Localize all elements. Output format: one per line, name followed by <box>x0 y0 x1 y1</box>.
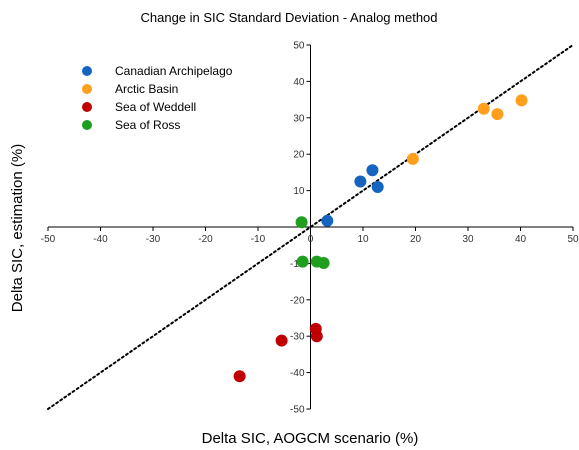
y-axis-label: Delta SIC, estimation (%) <box>9 144 26 312</box>
x-tick-label: 20 <box>410 234 422 245</box>
legend-label: Canadian Archipelago <box>115 64 233 78</box>
legend: Canadian Archipelago Arctic Basin Sea of W… <box>82 64 233 132</box>
legend-marker <box>82 66 92 76</box>
series-arctic-basin <box>406 94 528 165</box>
data-point <box>406 152 419 165</box>
y-tick-label: -30 <box>290 332 305 343</box>
legend-label: Sea of Weddell <box>115 100 196 114</box>
data-point <box>296 255 309 268</box>
data-point <box>233 370 246 383</box>
y-tick-label: 30 <box>293 113 305 124</box>
x-tick-label: -50 <box>41 234 56 245</box>
data-point <box>310 330 323 343</box>
marks-layer <box>47 44 574 410</box>
series-sea-of-weddell <box>233 322 323 383</box>
y-tick-label: 40 <box>293 77 305 88</box>
x-tick-label: 10 <box>357 234 369 245</box>
x-axis-label: Delta SIC, AOGCM scenario (%) <box>202 430 419 447</box>
y-tick-label: 50 <box>293 41 305 52</box>
y-tick-label: 20 <box>293 150 305 161</box>
x-tick-label: -40 <box>93 234 108 245</box>
data-point <box>295 216 308 229</box>
series-canadian-archipelago <box>321 164 384 227</box>
x-tick-label: -30 <box>146 234 161 245</box>
data-point <box>515 94 528 107</box>
data-point <box>477 102 490 115</box>
legend-marker <box>82 102 92 112</box>
legend-marker <box>82 84 92 94</box>
data-point <box>321 214 334 227</box>
data-point <box>354 175 367 188</box>
chart-title: Change in SIC Standard Deviation - Analo… <box>140 10 437 25</box>
y-tick-label: -50 <box>290 405 305 416</box>
x-tick-label: 40 <box>515 234 527 245</box>
x-tick-label: -20 <box>198 234 213 245</box>
data-point <box>491 108 504 121</box>
series-sea-of-ross <box>295 216 330 270</box>
y-tick-label: -20 <box>290 295 305 306</box>
y-tick-label: -40 <box>290 368 305 379</box>
x-tick-label: 0 <box>308 234 314 245</box>
legend-marker <box>82 120 92 130</box>
x-tick-label: 50 <box>567 234 579 245</box>
x-tick-label: -10 <box>251 234 266 245</box>
data-point <box>371 180 384 193</box>
data-point <box>366 164 379 177</box>
data-point <box>317 257 330 270</box>
x-tick-label: 30 <box>462 234 474 245</box>
y-tick-label: 10 <box>293 186 305 197</box>
data-point <box>275 334 288 347</box>
legend-label: Arctic Basin <box>115 82 178 96</box>
legend-label: Sea of Ross <box>115 118 180 132</box>
